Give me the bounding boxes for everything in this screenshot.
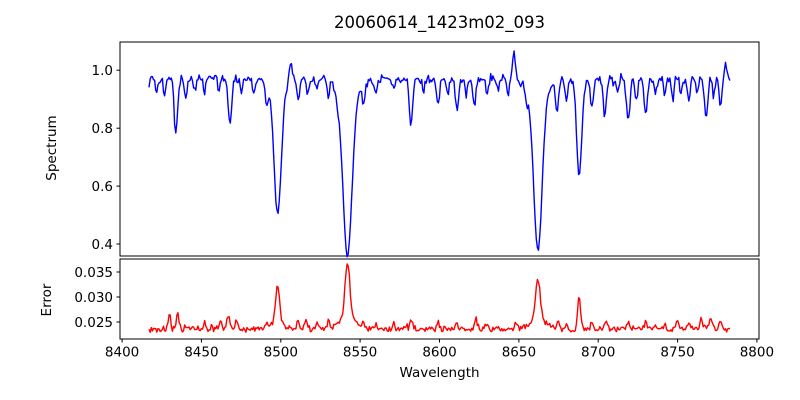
x-tick-label: 8400: [105, 345, 139, 361]
spectrum-axes-box: [119, 41, 760, 257]
error-line: [148, 263, 730, 333]
error-y-tick-label: 0.025: [74, 315, 113, 331]
spectrum-y-tick-label: 0.8: [92, 121, 113, 137]
x-tick-label: 8650: [502, 345, 536, 361]
x-tick-label: 8550: [343, 345, 377, 361]
spectrum-line: [148, 50, 731, 258]
error-y-tick-label: 0.030: [74, 290, 113, 306]
x-tick-label: 8450: [184, 345, 218, 361]
x-axis-label: Wavelength: [399, 365, 480, 381]
x-tick-label: 8600: [422, 345, 456, 361]
plot-title: 20060614_1423m02_093: [333, 13, 546, 32]
error-y-tick-label: 0.035: [74, 265, 113, 281]
spectrum-y-tick-label: 0.4: [92, 237, 113, 253]
x-tick-label: 8800: [740, 345, 774, 361]
x-tick-label: 8750: [660, 345, 694, 361]
spectrum-y-tick-label: 0.6: [92, 179, 113, 195]
spectrum-y-tick-label: 1.0: [92, 63, 113, 79]
x-tick-label: 8700: [581, 345, 615, 361]
x-tick-label: 8500: [264, 345, 298, 361]
